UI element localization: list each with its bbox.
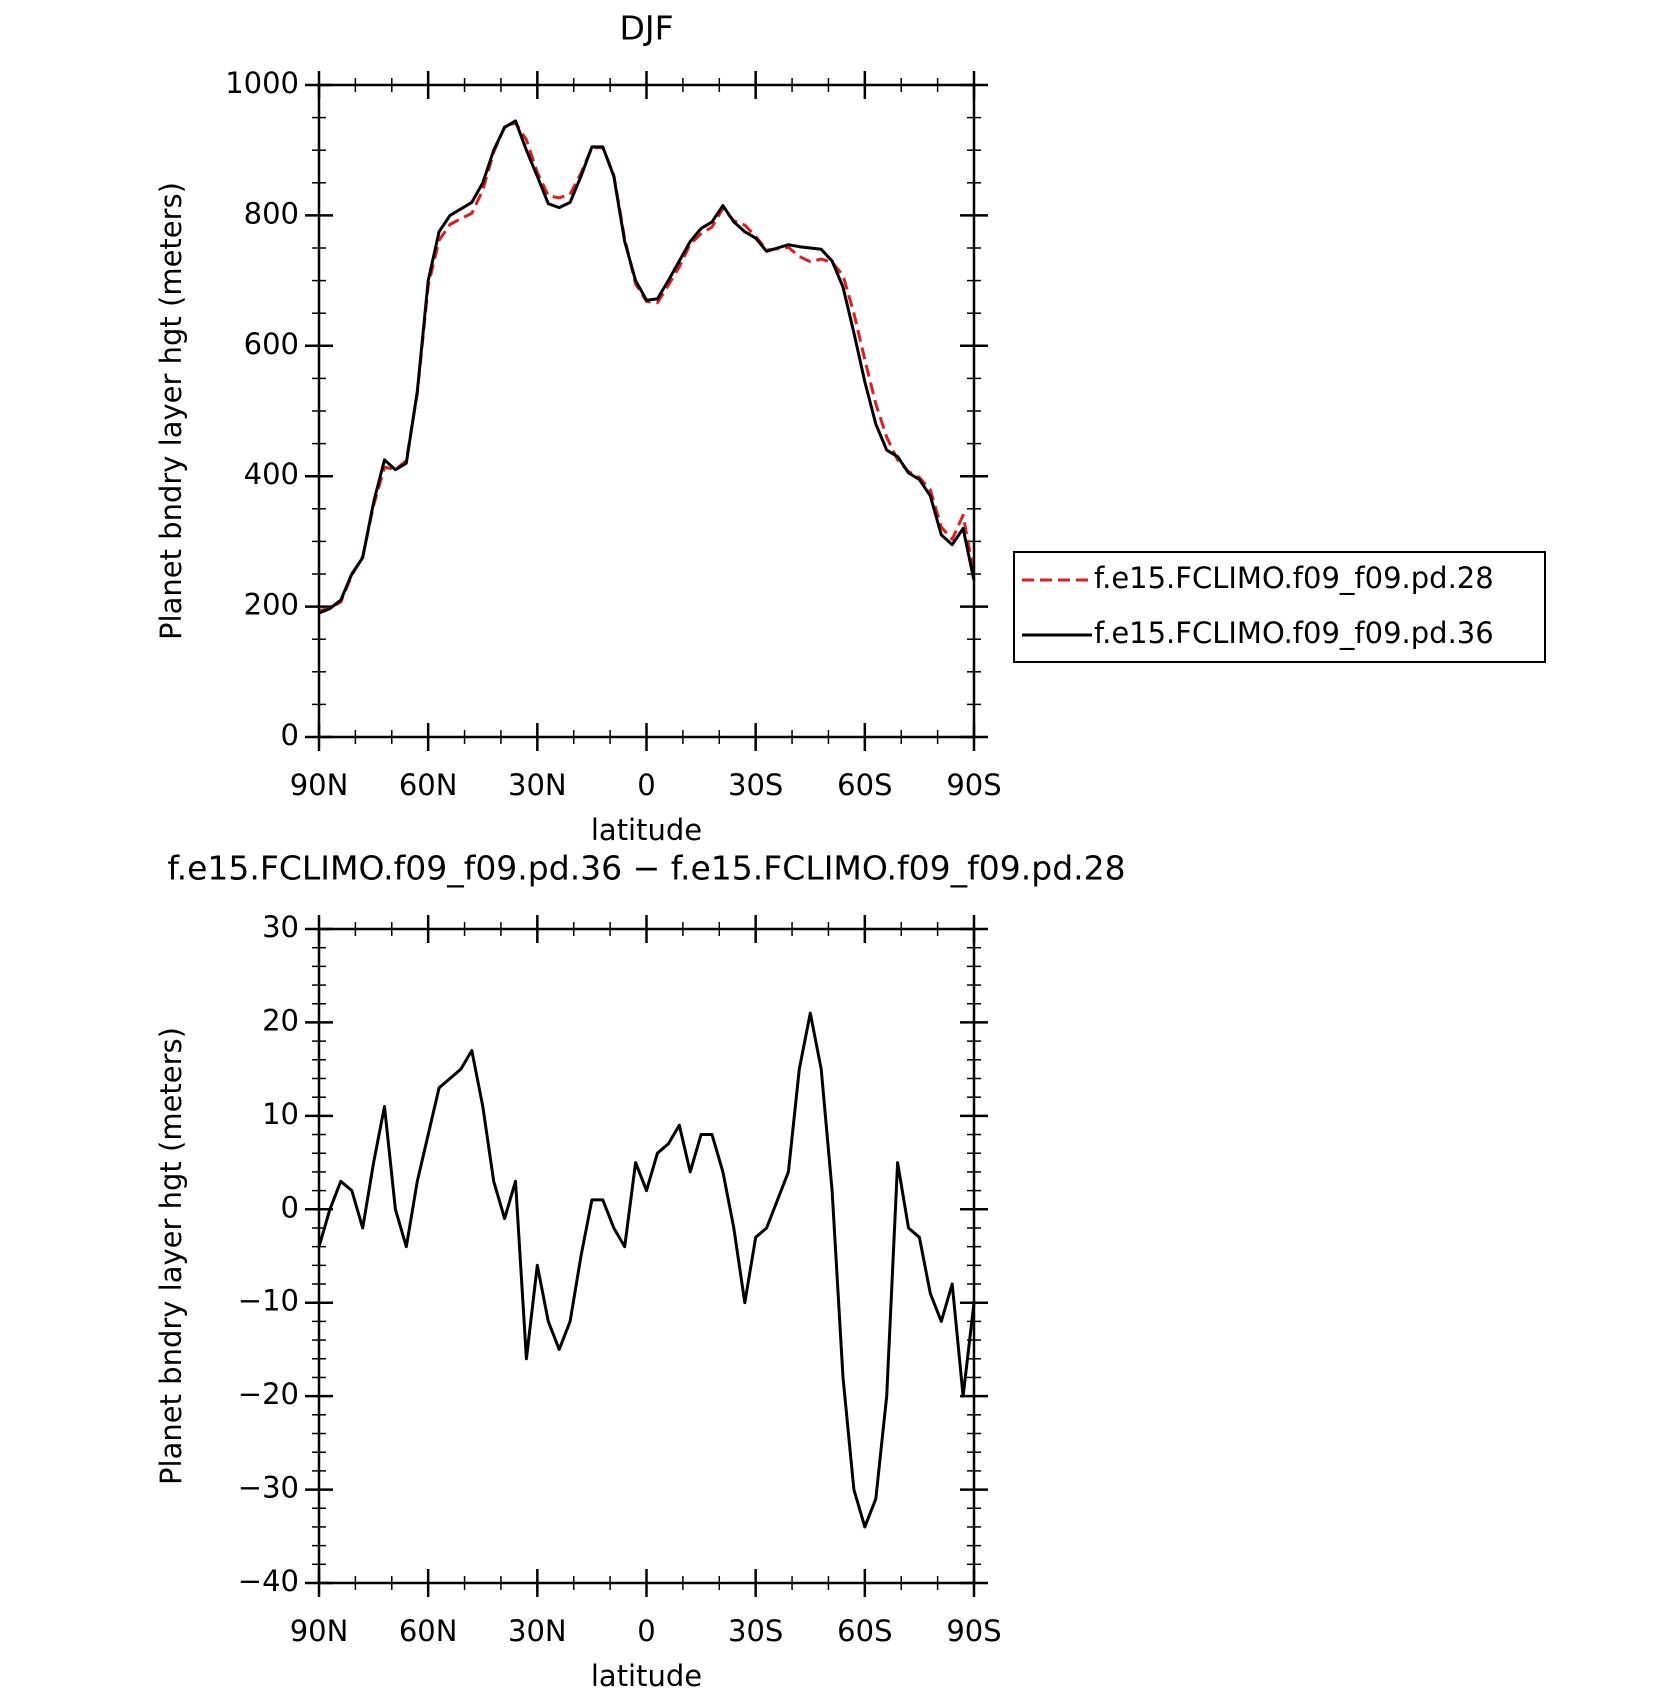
y-tick-label: 200: [244, 588, 299, 622]
x-tick-label: 60N: [399, 1614, 458, 1648]
x-tick-label: 90S: [946, 1614, 1001, 1648]
x-tick-label: 30S: [728, 1614, 783, 1648]
y-tick-label: 1000: [225, 66, 299, 100]
y-tick-label: −40: [238, 1564, 299, 1598]
y-tick-label: 30: [262, 910, 299, 944]
plot-frame: [317, 83, 976, 739]
y-tick-label: 600: [244, 327, 299, 361]
x-tick-label: 30S: [728, 768, 783, 802]
legend-box: [1013, 551, 1546, 664]
x-tick-label: 60N: [399, 768, 458, 802]
x-tick-label: 30N: [508, 1614, 567, 1648]
y-tick-label: −30: [238, 1471, 299, 1505]
x-tick-label: 30N: [508, 768, 567, 802]
y-tick-label: 400: [244, 457, 299, 491]
x-tick-label: 0: [637, 768, 655, 802]
y-tick-label: 10: [262, 1097, 299, 1131]
legend-label: f.e15.FCLIMO.f09_f09.pd.28: [1094, 561, 1494, 595]
y-tick-label: −20: [238, 1377, 299, 1411]
legend-label: f.e15.FCLIMO.f09_f09.pd.36: [1094, 616, 1494, 650]
y-tick-label: 800: [244, 196, 299, 230]
data-line: [317, 1011, 976, 1529]
x-tick-label: 0: [637, 1614, 655, 1648]
x-axis-label: latitude: [591, 1659, 702, 1693]
y-tick-label: 20: [262, 1003, 299, 1037]
x-tick-label: 90N: [290, 1614, 349, 1648]
y-tick-label: 0: [281, 1190, 299, 1224]
x-tick-label: 60S: [837, 1614, 892, 1648]
x-tick-label: 90N: [290, 768, 349, 802]
x-axis-label: latitude: [591, 813, 702, 847]
chart-title: f.e15.FCLIMO.f09_f09.pd.36 − f.e15.FCLIM…: [167, 849, 1125, 888]
chart-title: DJF: [619, 9, 673, 48]
plot-frame: [317, 927, 976, 1585]
x-tick-label: 90S: [946, 768, 1001, 802]
y-tick-label: 0: [281, 718, 299, 752]
y-axis-label: Planet bndry layer hgt (meters): [154, 182, 188, 640]
data-line: [318, 121, 976, 612]
y-tick-label: −10: [238, 1284, 299, 1318]
y-axis-label: Planet bndry layer hgt (meters): [154, 1027, 188, 1485]
data-line: [318, 119, 976, 615]
x-tick-label: 60S: [837, 768, 892, 802]
